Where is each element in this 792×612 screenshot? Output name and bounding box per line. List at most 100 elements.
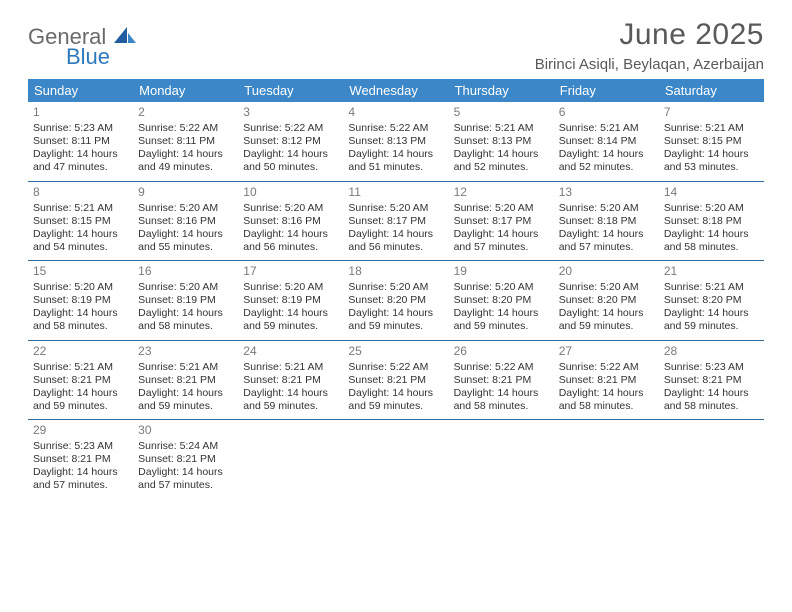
weekday-header: Tuesday <box>238 79 343 102</box>
calendar-day-cell <box>449 420 554 499</box>
sunrise-line: Sunrise: 5:20 AM <box>664 202 759 215</box>
sunrise-line: Sunrise: 5:20 AM <box>138 202 233 215</box>
sunrise-line: Sunrise: 5:23 AM <box>664 361 759 374</box>
daylight-line: Daylight: 14 hours and 50 minutes. <box>243 148 338 174</box>
sunset-line: Sunset: 8:15 PM <box>664 135 759 148</box>
calendar-day-cell <box>554 420 659 499</box>
sunrise-line: Sunrise: 5:22 AM <box>348 361 443 374</box>
daylight-line: Daylight: 14 hours and 58 minutes. <box>33 307 128 333</box>
sunrise-line: Sunrise: 5:22 AM <box>243 122 338 135</box>
calendar-day-cell: 4Sunrise: 5:22 AMSunset: 8:13 PMDaylight… <box>343 102 448 181</box>
calendar-day-cell: 26Sunrise: 5:22 AMSunset: 8:21 PMDayligh… <box>449 340 554 420</box>
calendar-day-cell: 10Sunrise: 5:20 AMSunset: 8:16 PMDayligh… <box>238 181 343 261</box>
calendar-day-cell: 25Sunrise: 5:22 AMSunset: 8:21 PMDayligh… <box>343 340 448 420</box>
calendar-day-cell: 6Sunrise: 5:21 AMSunset: 8:14 PMDaylight… <box>554 102 659 181</box>
day-number: 9 <box>138 185 233 200</box>
calendar-day-cell: 24Sunrise: 5:21 AMSunset: 8:21 PMDayligh… <box>238 340 343 420</box>
sunset-line: Sunset: 8:11 PM <box>138 135 233 148</box>
weekday-header: Friday <box>554 79 659 102</box>
day-number: 21 <box>664 264 759 279</box>
sunrise-line: Sunrise: 5:21 AM <box>243 361 338 374</box>
daylight-line: Daylight: 14 hours and 57 minutes. <box>454 228 549 254</box>
sunrise-line: Sunrise: 5:24 AM <box>138 440 233 453</box>
calendar-day-cell: 20Sunrise: 5:20 AMSunset: 8:20 PMDayligh… <box>554 261 659 341</box>
calendar-day-cell <box>238 420 343 499</box>
calendar-day-cell: 14 Sunrise: 5:20 AMSunset: 8:18 PMDayligh… <box>659 181 764 261</box>
sunset-line: Sunset: 8:21 PM <box>138 453 233 466</box>
sunset-line: Sunset: 8:20 PM <box>664 294 759 307</box>
daylight-line: Daylight: 14 hours and 59 minutes. <box>348 387 443 413</box>
weekday-header: Wednesday <box>343 79 448 102</box>
header: General Blue June 2025 Birinci Asiqli, B… <box>28 18 764 73</box>
sunrise-line: Sunrise: 5:21 AM <box>33 202 128 215</box>
calendar-week-row: 22Sunrise: 5:21 AMSunset: 8:21 PMDayligh… <box>28 340 764 420</box>
sunset-line: Sunset: 8:14 PM <box>559 135 654 148</box>
sunset-line: Sunset: 8:21 PM <box>243 374 338 387</box>
daylight-line: Daylight: 14 hours and 59 minutes. <box>243 387 338 413</box>
brand-logo: General Blue <box>28 18 136 68</box>
day-number: 1 <box>33 105 128 120</box>
day-number: 14 <box>664 185 759 200</box>
calendar-week-row: 15Sunrise: 5:20 AMSunset: 8:19 PMDayligh… <box>28 261 764 341</box>
sunrise-line: Sunrise: 5:20 AM <box>454 202 549 215</box>
sunrise-line: Sunrise: 5:21 AM <box>559 122 654 135</box>
day-number: 25 <box>348 344 443 359</box>
calendar-day-cell <box>343 420 448 499</box>
weekday-header: Thursday <box>449 79 554 102</box>
sunrise-line: Sunrise: 5:21 AM <box>664 281 759 294</box>
calendar-week-row: 8Sunrise: 5:21 AMSunset: 8:15 PMDaylight… <box>28 181 764 261</box>
sunset-line: Sunset: 8:11 PM <box>33 135 128 148</box>
daylight-line: Daylight: 14 hours and 57 minutes. <box>33 466 128 492</box>
daylight-line: Daylight: 14 hours and 59 minutes. <box>138 387 233 413</box>
sunrise-line: Sunrise: 5:20 AM <box>243 202 338 215</box>
sunset-line: Sunset: 8:13 PM <box>348 135 443 148</box>
sunset-line: Sunset: 8:16 PM <box>138 215 233 228</box>
sunset-line: Sunset: 8:21 PM <box>664 374 759 387</box>
daylight-line: Daylight: 14 hours and 47 minutes. <box>33 148 128 174</box>
sunrise-line: Sunrise: 5:20 AM <box>243 281 338 294</box>
calendar-day-cell: 7Sunrise: 5:21 AMSunset: 8:15 PMDaylight… <box>659 102 764 181</box>
calendar-day-cell: 21 Sunrise: 5:21 AMSunset: 8:20 PMDayligh… <box>659 261 764 341</box>
daylight-line: Daylight: 14 hours and 52 minutes. <box>559 148 654 174</box>
day-number: 20 <box>559 264 654 279</box>
day-number: 5 <box>454 105 549 120</box>
calendar-table: SundayMondayTuesdayWednesdayThursdayFrid… <box>28 79 764 499</box>
calendar-day-cell: 28Sunrise: 5:23 AMSunset: 8:21 PMDayligh… <box>659 340 764 420</box>
calendar-day-cell: 15Sunrise: 5:20 AMSunset: 8:19 PMDayligh… <box>28 261 133 341</box>
sunset-line: Sunset: 8:15 PM <box>33 215 128 228</box>
day-number: 7 <box>664 105 759 120</box>
day-number: 2 <box>138 105 233 120</box>
day-number: 17 <box>243 264 338 279</box>
sunset-line: Sunset: 8:19 PM <box>138 294 233 307</box>
day-number: 10 <box>243 185 338 200</box>
sunrise-line: Sunrise: 5:20 AM <box>454 281 549 294</box>
sunset-line: Sunset: 8:20 PM <box>454 294 549 307</box>
day-number: 16 <box>138 264 233 279</box>
weekday-header: Monday <box>133 79 238 102</box>
sunrise-line: Sunrise: 5:22 AM <box>454 361 549 374</box>
location-subtitle: Birinci Asiqli, Beylaqan, Azerbaijan <box>535 56 764 73</box>
calendar-week-row: 1Sunrise: 5:23 AMSunset: 8:11 PMDaylight… <box>28 102 764 181</box>
daylight-line: Daylight: 14 hours and 59 minutes. <box>664 307 759 333</box>
sunrise-line: Sunrise: 5:23 AM <box>33 122 128 135</box>
day-number: 27 <box>559 344 654 359</box>
sunset-line: Sunset: 8:18 PM <box>664 215 759 228</box>
day-number: 3 <box>243 105 338 120</box>
calendar-day-cell: 18Sunrise: 5:20 AMSunset: 8:20 PMDayligh… <box>343 261 448 341</box>
sunrise-line: Sunrise: 5:21 AM <box>138 361 233 374</box>
sunset-line: Sunset: 8:21 PM <box>559 374 654 387</box>
sunset-line: Sunset: 8:12 PM <box>243 135 338 148</box>
day-number: 23 <box>138 344 233 359</box>
calendar-day-cell: 17Sunrise: 5:20 AMSunset: 8:19 PMDayligh… <box>238 261 343 341</box>
sunset-line: Sunset: 8:21 PM <box>33 374 128 387</box>
day-number: 19 <box>454 264 549 279</box>
daylight-line: Daylight: 14 hours and 55 minutes. <box>138 228 233 254</box>
brand-blue: Blue <box>66 46 136 68</box>
calendar-header-row: SundayMondayTuesdayWednesdayThursdayFrid… <box>28 79 764 102</box>
sunrise-line: Sunrise: 5:20 AM <box>33 281 128 294</box>
calendar-day-cell: 23Sunrise: 5:21 AMSunset: 8:21 PMDayligh… <box>133 340 238 420</box>
sunset-line: Sunset: 8:16 PM <box>243 215 338 228</box>
daylight-line: Daylight: 14 hours and 58 minutes. <box>664 228 759 254</box>
daylight-line: Daylight: 14 hours and 56 minutes. <box>348 228 443 254</box>
sunset-line: Sunset: 8:18 PM <box>559 215 654 228</box>
